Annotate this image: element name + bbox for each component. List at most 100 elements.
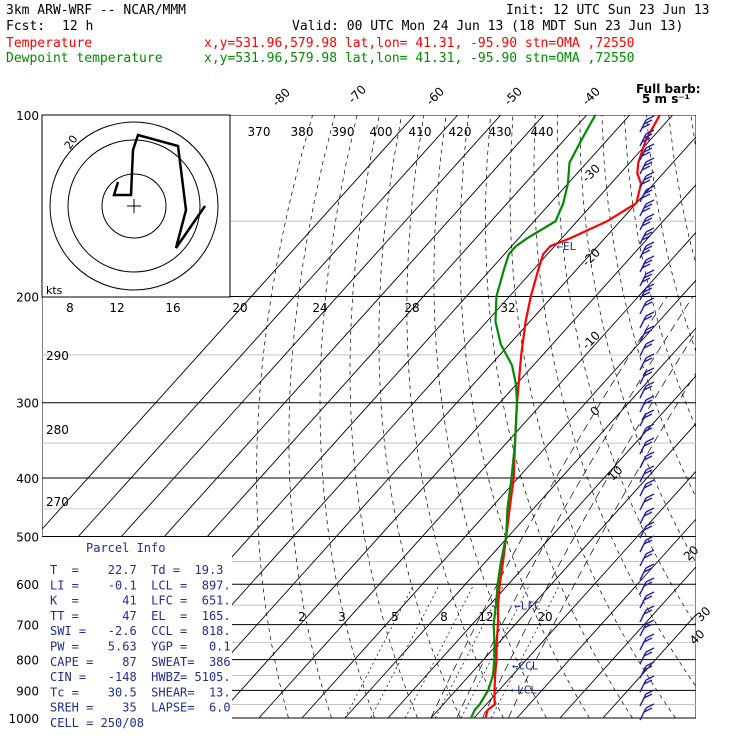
pressure-tick-label: 800 bbox=[16, 654, 39, 668]
wind-barb-staff bbox=[639, 497, 647, 511]
theta-label: 370 bbox=[248, 125, 271, 139]
wind-barb-flag bbox=[645, 311, 655, 317]
mixing-ratio-label: 20 bbox=[537, 610, 552, 624]
dry-adiabat-line bbox=[459, 115, 590, 719]
wind-barb-staff bbox=[639, 343, 647, 357]
wind-barb-flag bbox=[645, 633, 655, 639]
theta-label: 380 bbox=[291, 125, 314, 139]
wind-barb-flag bbox=[643, 385, 653, 391]
dry-adiabat-line bbox=[433, 115, 547, 719]
temperature-line bbox=[484, 114, 661, 719]
wind-barb-flag bbox=[641, 179, 651, 185]
wind-barb-staff bbox=[639, 651, 647, 665]
wind-speed-label: 12 bbox=[109, 301, 124, 315]
wind-barb-flag bbox=[645, 227, 655, 233]
wind-barb-flag bbox=[645, 241, 655, 247]
isotherm-label: 20 bbox=[681, 543, 702, 564]
wind-barb-flag bbox=[643, 217, 653, 223]
wind-speed-label: 20 bbox=[232, 301, 247, 315]
wind-barb-staff bbox=[639, 609, 647, 623]
theta-label-low: 290 bbox=[46, 349, 69, 363]
wind-barb-staff bbox=[639, 553, 647, 567]
wind-barb-flag bbox=[643, 455, 653, 461]
wind-barb-flag bbox=[643, 329, 653, 335]
isotherm-label: 10 bbox=[605, 463, 626, 484]
wind-barb-staff bbox=[639, 175, 647, 189]
isotherm-label: -30 bbox=[579, 161, 603, 185]
wind-barb-staff bbox=[639, 287, 647, 301]
dewpoint-line bbox=[470, 114, 597, 719]
wind-barb-staff bbox=[639, 483, 647, 497]
wind-barb-flag bbox=[645, 675, 655, 681]
isotherm-label: -70 bbox=[345, 82, 369, 106]
wind-barb-staff bbox=[639, 399, 647, 413]
hodograph-trace bbox=[112, 133, 207, 249]
wind-barb-flag bbox=[643, 287, 653, 293]
wind-barb-flag bbox=[643, 175, 653, 181]
wind-barb-flag bbox=[643, 525, 653, 531]
wind-barb-staff bbox=[639, 119, 647, 133]
wind-speed-label: 8 bbox=[66, 301, 74, 315]
mixing-ratio-label: 2 bbox=[298, 610, 306, 624]
wind-barb-flag bbox=[643, 665, 653, 671]
wind-barb-flag bbox=[645, 339, 655, 345]
wind-barb-flag bbox=[641, 263, 651, 269]
wind-barb-flag bbox=[643, 623, 653, 629]
wind-barb-staff bbox=[639, 315, 647, 329]
wind-barb-flag bbox=[645, 703, 655, 709]
wind-barb-flag bbox=[643, 497, 653, 503]
wind-barb-flag bbox=[645, 129, 655, 135]
wind-barb-flag bbox=[641, 235, 651, 241]
wind-barb-flag bbox=[645, 661, 655, 667]
pressure-tick-label: 200 bbox=[16, 291, 39, 305]
wind-barb-flag bbox=[645, 605, 655, 611]
mixing-ratio-line bbox=[434, 584, 505, 719]
isotherm-label: 0 bbox=[588, 404, 603, 419]
wind-barb-flag bbox=[643, 315, 653, 321]
wind-barb-staff bbox=[639, 707, 647, 721]
wind-barb-flag bbox=[645, 283, 655, 289]
wind-barb-staff bbox=[639, 567, 647, 581]
wind-barb-flag bbox=[643, 553, 653, 559]
wind-barb-flag bbox=[643, 609, 653, 615]
wind-barb-staff bbox=[639, 469, 647, 483]
theta-label-low: 280 bbox=[46, 423, 69, 437]
wind-barb-staff bbox=[639, 147, 647, 161]
wind-barb-staff bbox=[639, 133, 647, 147]
wind-barb-staff bbox=[639, 385, 647, 399]
wind-barb-flag bbox=[643, 469, 653, 475]
wind-barb-flag bbox=[643, 637, 653, 643]
wind-barb-flag bbox=[645, 325, 655, 331]
wind-barb-flag bbox=[645, 185, 655, 191]
wind-barb-flag bbox=[645, 367, 655, 373]
hodograph-ring bbox=[49, 121, 219, 291]
dry-adiabat-line bbox=[509, 115, 676, 719]
wind-barb-staff bbox=[639, 203, 647, 217]
wind-barb-flag bbox=[645, 591, 655, 597]
wind-barb-flag bbox=[645, 451, 655, 457]
wind-barb-flag bbox=[643, 301, 653, 307]
isotherm-line bbox=[344, 327, 696, 719]
wind-barb-flag bbox=[643, 567, 653, 573]
wind-barb-flag bbox=[643, 231, 653, 237]
pressure-tick-label: 900 bbox=[16, 684, 39, 698]
dry-adiabat-line bbox=[556, 115, 696, 627]
wind-barb-flag bbox=[641, 193, 651, 199]
isotherm-line bbox=[430, 422, 696, 719]
wind-speed-label: 24 bbox=[312, 301, 327, 315]
wind-barb-flag bbox=[643, 203, 653, 209]
wind-speed-label: 16 bbox=[165, 301, 180, 315]
valid-time: Valid: 00 UTC Mon 24 Jun 13 (18 MDT Sun … bbox=[292, 19, 683, 34]
fcst-label: Fcst: bbox=[6, 19, 45, 34]
theta-label: 430 bbox=[489, 125, 512, 139]
wind-barb-flag bbox=[645, 157, 655, 163]
wind-barb-flag bbox=[643, 147, 653, 153]
wind-barb-flag bbox=[643, 581, 653, 587]
wind-barb-flag bbox=[643, 371, 653, 377]
wind-barb-flag bbox=[643, 357, 653, 363]
pressure-tick-label: 1000 bbox=[8, 712, 39, 726]
mixing-ratio-line bbox=[490, 584, 561, 719]
mixing-ratio-label: 8 bbox=[440, 610, 448, 624]
hodograph-unit-label: kts bbox=[46, 284, 63, 297]
